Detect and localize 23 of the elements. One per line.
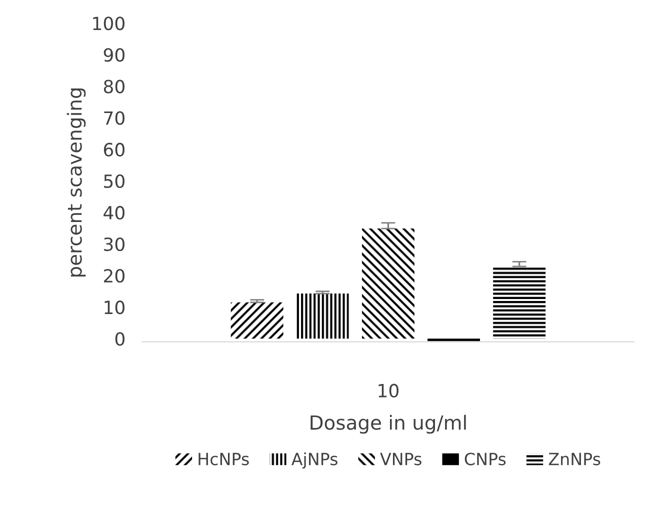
legend-label: AjNPs <box>291 452 338 469</box>
legend-label: ZnNPs <box>548 452 600 466</box>
y-tick-label: 40 <box>104 206 124 220</box>
y-axis-title: percent scavenging <box>66 88 86 276</box>
x-axis-title: Dosage in ug/ml <box>310 414 466 434</box>
bar <box>362 228 414 339</box>
bar <box>230 302 284 339</box>
y-tick-label: 20 <box>104 269 124 283</box>
y-tick-label: 70 <box>104 111 124 125</box>
bar <box>428 338 480 342</box>
legend-label: VNPs <box>380 452 422 466</box>
bar <box>296 294 349 339</box>
y-tick-label: 30 <box>104 237 124 252</box>
y-tick-label: 60 <box>104 142 124 156</box>
bar <box>493 266 546 339</box>
y-tick-label: 80 <box>104 80 124 94</box>
y-tick-label: 90 <box>104 48 124 62</box>
y-tick-label: 100 <box>93 16 124 30</box>
legend-label: HcNPs <box>198 452 249 466</box>
y-tick-label: 0 <box>115 332 124 346</box>
y-tick-label: 10 <box>104 300 124 314</box>
y-tick-label: 50 <box>104 174 124 188</box>
legend-label: CNPs <box>464 452 506 466</box>
